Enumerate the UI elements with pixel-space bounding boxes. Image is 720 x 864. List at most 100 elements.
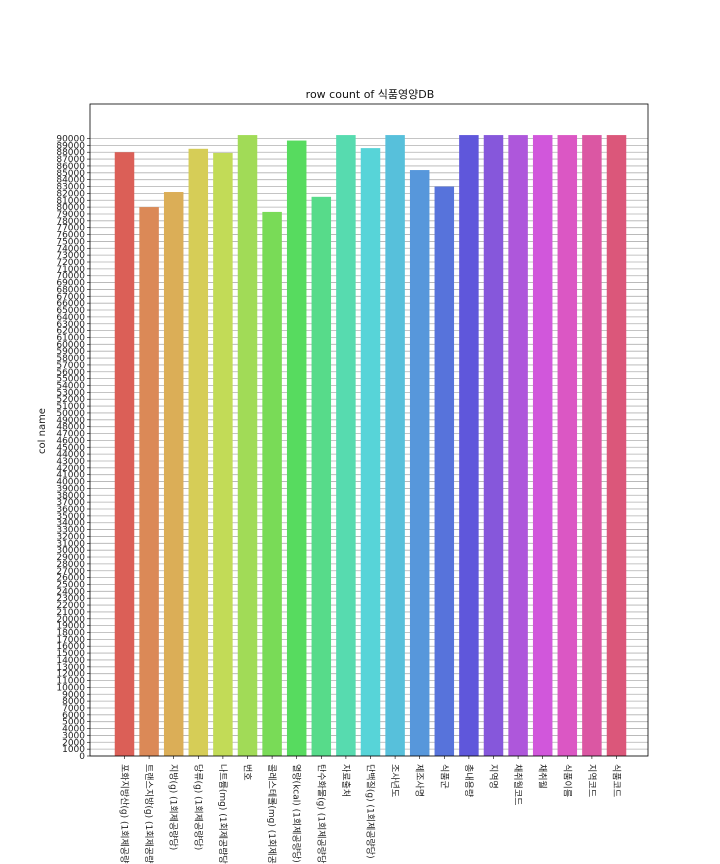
y-tick-label: 48000	[56, 423, 85, 433]
y-tick-label: 86000	[56, 162, 85, 172]
x-tick-label: 조사년도	[389, 764, 400, 797]
x-tick-label: 번호	[242, 764, 253, 781]
bar	[114, 152, 135, 756]
x-tick-label: 식품군	[438, 764, 449, 789]
y-tick-label: 85000	[56, 169, 85, 179]
x-tick-label: 지방(g) (1회제공량당)	[168, 764, 180, 850]
y-tick-label: 71000	[56, 265, 85, 275]
y-tick-label: 64000	[56, 313, 85, 323]
x-tick-label: 식품이름	[561, 764, 572, 797]
chart-title: row count of 식품영양DB	[306, 88, 435, 101]
bar	[483, 135, 504, 756]
y-tick-label: 42000	[56, 464, 85, 474]
y-tick-label: 30000	[56, 546, 85, 556]
bar	[213, 152, 233, 757]
y-tick-label: 6000	[62, 711, 85, 721]
y-tick-label: 47000	[56, 430, 85, 440]
y-tick-label: 43000	[56, 457, 85, 467]
y-tick-label: 15000	[56, 649, 85, 659]
y-tick-label: 49000	[56, 416, 85, 426]
bar	[163, 192, 184, 756]
y-tick-label: 24000	[56, 587, 85, 597]
bar	[311, 196, 332, 756]
y-tick-label: 55000	[56, 375, 85, 385]
bar	[188, 148, 209, 756]
y-axis-label: col name	[37, 408, 48, 454]
plot-frame	[89, 103, 649, 757]
bar	[459, 135, 479, 756]
y-tick-label: 68000	[56, 285, 85, 295]
x-tick-label: 포화지방산(g) (1회제공량당)	[119, 764, 131, 864]
y-tick-label: 4000	[62, 725, 85, 735]
bar	[237, 135, 258, 756]
y-tick-label: 74000	[56, 244, 85, 254]
x-tick-label: 단백질(g) (1회제공량당)	[365, 764, 377, 859]
x-tick-label: 채취월코드	[512, 764, 524, 805]
y-tick-label: 11000	[56, 677, 85, 687]
x-tick-label: 탄수화물(g) (1회제공량당)	[315, 764, 327, 864]
y-tick-label: 28000	[56, 560, 85, 570]
y-tick-label: 87000	[56, 155, 85, 165]
y-tick-label: 44000	[56, 450, 85, 460]
y-tick-label: 21000	[56, 608, 85, 618]
y-tick-label: 61000	[56, 333, 85, 343]
y-tick-label: 20000	[56, 615, 85, 625]
y-tick-label: 34000	[56, 519, 85, 529]
y-tick-label: 38000	[56, 491, 85, 501]
x-tick-label: 열량(kcal) (1회제공량당)	[291, 764, 303, 863]
bar	[336, 135, 356, 756]
y-tick-label: 17000	[56, 635, 85, 645]
bar	[360, 148, 381, 756]
y-tick-label: 5000	[62, 718, 85, 728]
x-tick-label: 자료출처	[340, 764, 352, 797]
bar	[409, 170, 430, 757]
bars	[114, 135, 627, 757]
y-tick-label: 58000	[56, 354, 85, 364]
y-tick-label: 89000	[56, 141, 85, 151]
y-tick-label: 39000	[56, 484, 85, 494]
y-tick-label: 41000	[56, 471, 85, 481]
bar	[606, 135, 627, 756]
y-tick-label: 13000	[56, 663, 85, 673]
y-tick-label: 10000	[56, 683, 85, 693]
y-tick-label: 12000	[56, 670, 85, 680]
x-tick-label: 식품코드	[611, 764, 622, 797]
y-tick-label: 63000	[56, 320, 85, 330]
y-tick-label: 70000	[56, 272, 85, 282]
y-tick-label: 27000	[56, 567, 85, 577]
y-tick-label: 69000	[56, 279, 85, 289]
y-tick-label: 18000	[56, 629, 85, 639]
y-tick-label: 19000	[56, 622, 85, 632]
x-tick-labels: 포화지방산(g) (1회제공량당) 트랜스지방(g) (1회제공량당) 지방(g) …	[119, 756, 622, 864]
y-tick-label: 59000	[56, 347, 85, 357]
y-tick-label: 23000	[56, 594, 85, 604]
y-tick-label: 75000	[56, 237, 85, 247]
y-tick-label: 82000	[56, 189, 85, 199]
y-tick-label: 8000	[62, 697, 85, 707]
y-tick-label: 2000	[62, 738, 85, 748]
y-tick-label: 35000	[56, 512, 85, 522]
x-tick-label: 당류(g) (1회제공량당)	[192, 764, 204, 850]
x-tick-label: 채취월	[537, 764, 549, 789]
bar	[385, 135, 405, 756]
y-tick-label: 79000	[56, 210, 85, 220]
y-tick-label: 46000	[56, 436, 85, 446]
bar	[532, 135, 553, 756]
bar	[582, 135, 602, 756]
y-tick-label: 14000	[56, 656, 85, 666]
y-tick-label: 60000	[56, 340, 85, 350]
y-tick-label: 56000	[56, 368, 85, 378]
y-tick-label: 54000	[56, 382, 85, 392]
bar	[434, 186, 455, 756]
y-tick-label: 9000	[62, 690, 85, 700]
x-tick-label: 콜레스테롤(mg) (1회제공량당)	[266, 764, 278, 864]
y-tick-label: 65000	[56, 306, 85, 316]
y-tick-label: 72000	[56, 258, 85, 268]
y-tick-label: 52000	[56, 395, 85, 405]
y-tick-labels: 0100020003000400050006000700080009000100…	[56, 135, 90, 762]
y-tick-label: 57000	[56, 361, 85, 371]
y-tick-label: 90000	[56, 135, 85, 145]
y-tick-label: 7000	[62, 704, 85, 714]
x-tick-label: 트랜스지방(g) (1회제공량당)	[143, 764, 155, 864]
